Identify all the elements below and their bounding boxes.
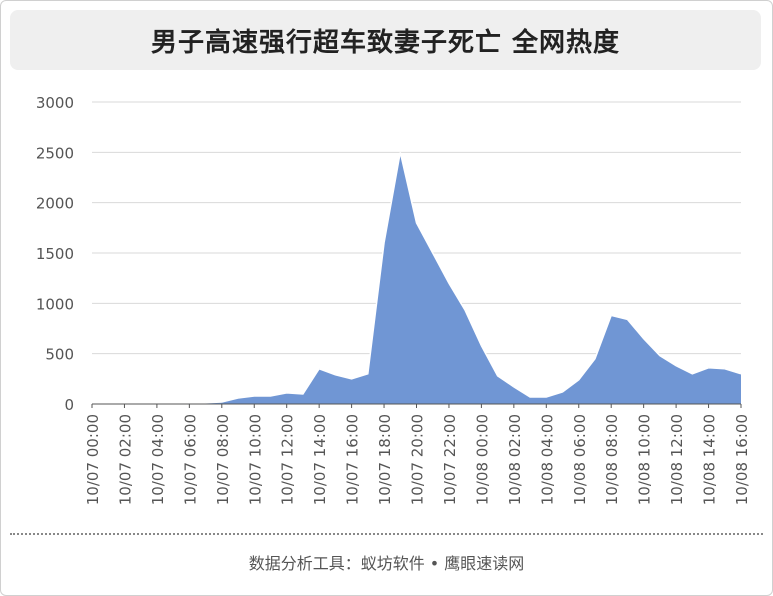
- x-tick-label: 10/07 02:00: [116, 414, 134, 505]
- x-tick-label: 10/08 02:00: [506, 414, 524, 505]
- x-tick-label: 10/07 14:00: [311, 414, 329, 505]
- x-tick-label: 10/08 04:00: [538, 414, 556, 505]
- x-tick-label: 10/07 18:00: [376, 414, 394, 505]
- x-tick-label: 10/07 10:00: [246, 414, 264, 505]
- x-tick-label: 10/08 16:00: [733, 414, 751, 505]
- y-tick-label: 1000: [36, 295, 74, 313]
- y-tick-label: 2500: [36, 144, 74, 162]
- x-tick-label: 10/08 14:00: [701, 414, 719, 505]
- area-series: [91, 152, 742, 405]
- y-tick-label: 1500: [36, 245, 74, 263]
- y-tick-label: 0: [64, 396, 74, 414]
- footer-separator: [10, 533, 763, 535]
- x-tick-label: 10/08 00:00: [473, 414, 491, 505]
- x-tick-label: 10/07 20:00: [409, 414, 427, 505]
- y-tick-label: 500: [45, 346, 74, 364]
- x-tick-label: 10/07 00:00: [84, 414, 102, 505]
- x-tick-label: 10/08 06:00: [571, 414, 589, 505]
- y-tick-label: 2000: [36, 195, 74, 213]
- x-tick-label: 10/08 08:00: [603, 414, 621, 505]
- x-tick-label: 10/08 12:00: [668, 414, 686, 505]
- area-fill: [92, 152, 741, 404]
- chart-title: 男子高速强行超车致妻子死亡 全网热度: [150, 27, 621, 58]
- x-tick-label: 10/08 10:00: [636, 414, 654, 505]
- x-tick-label: 10/07 12:00: [279, 414, 297, 505]
- x-tick-label: 10/07 22:00: [441, 414, 459, 505]
- x-tick-label: 10/07 16:00: [344, 414, 362, 505]
- y-tick-labels: 0 500 1000 1500 2000 2500 3000: [36, 94, 74, 414]
- x-tick-labels: 10/07 00:00 10/07 02:00 10/07 04:00 10/07 0…: [84, 414, 751, 505]
- x-tick-label: 10/07 08:00: [214, 414, 232, 505]
- x-tick-label: 10/07 04:00: [149, 414, 167, 505]
- axes: [91, 403, 742, 408]
- x-tick-label: 10/07 06:00: [181, 414, 199, 505]
- footer-credit: 数据分析工具：蚁坊软件 • 鹰眼速读网: [248, 554, 525, 573]
- title-bar: 男子高速强行超车致妻子死亡 全网热度: [10, 10, 761, 70]
- y-tick-label: 3000: [36, 94, 74, 112]
